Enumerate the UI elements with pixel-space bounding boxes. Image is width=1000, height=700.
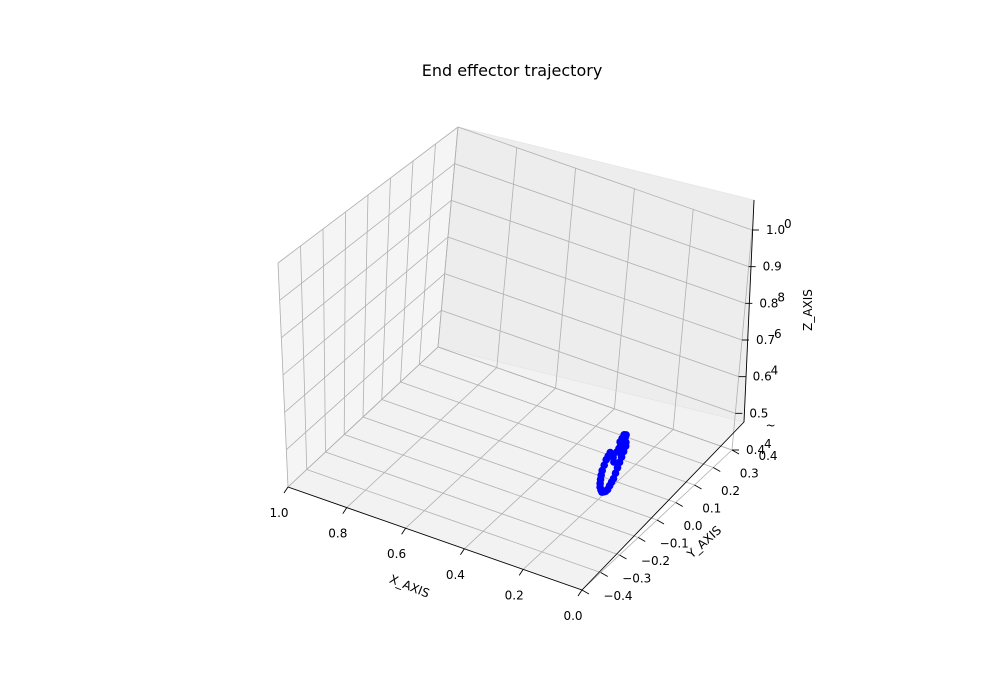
y-tick-mark xyxy=(638,537,646,542)
y-grid-floor xyxy=(344,434,639,538)
y-tick-mark xyxy=(581,589,590,595)
y-tick-label: −0.4 xyxy=(603,589,632,603)
y-tick-mark xyxy=(600,572,608,577)
x-tick-mark xyxy=(518,569,524,576)
y-tick-mark xyxy=(619,554,627,560)
axes xyxy=(283,199,759,597)
tick-labels: 1.00.80.60.40.20.0−0.4−0.3−0.2−0.10.00.1… xyxy=(269,217,791,623)
z-grid-left xyxy=(282,236,449,376)
y-tick-label: 0.3 xyxy=(740,467,759,481)
z-grid-left xyxy=(279,163,455,301)
z-tick-label-overlap: 6 xyxy=(774,327,782,341)
x-tick-mark xyxy=(460,548,465,556)
y-axis-line xyxy=(581,421,745,591)
y-grid-floor xyxy=(325,451,620,556)
z-grid-left xyxy=(277,126,459,264)
z-grid-left xyxy=(281,200,452,338)
y-grid-floor xyxy=(381,399,676,503)
y-tick-mark xyxy=(656,519,665,525)
grid-lines xyxy=(277,126,753,591)
y-tick-mark xyxy=(713,467,721,472)
z-tick-label: 1.0 xyxy=(766,223,785,237)
z-tick-label-overlap: 0 xyxy=(784,217,792,231)
z-tick-label: 0.5 xyxy=(749,406,768,420)
z-grid-back xyxy=(447,236,743,341)
z-axis-line xyxy=(743,199,755,423)
z-grid-left xyxy=(286,310,442,450)
x-tick-mark xyxy=(577,589,583,597)
z-grid-back xyxy=(444,273,739,378)
chart-title: End effector trajectory xyxy=(422,61,603,80)
x-tick-label: 0.2 xyxy=(505,588,524,602)
z-grid-back xyxy=(454,163,749,268)
x-axis-line xyxy=(287,486,583,591)
x-tick-label: 0.8 xyxy=(328,527,347,541)
z-axis-label: Z_AXIS xyxy=(801,289,815,331)
y-tick-label: 0.4 xyxy=(758,449,777,463)
y-tick-label: 0.1 xyxy=(702,502,721,516)
z-grid-back xyxy=(451,199,746,304)
x-tick-label: 0.6 xyxy=(387,547,406,561)
y-grid-floor xyxy=(306,469,601,573)
y-grid-floor xyxy=(400,381,695,486)
y-tick-label: 0.0 xyxy=(683,519,702,533)
z-tick-label: 0.6 xyxy=(753,370,772,384)
x-tick-label: 0.4 xyxy=(446,568,465,582)
x-axis-label: X_AXIS xyxy=(387,572,431,601)
y-tick-mark xyxy=(694,484,702,490)
trajectory-points xyxy=(596,431,630,496)
y-grid-floor xyxy=(362,416,658,521)
z-tick-label: 0.9 xyxy=(763,260,782,274)
z-tick-label-overlap: 8 xyxy=(777,290,785,304)
z-grid-left xyxy=(284,273,445,413)
z-tick-label: 0.4 xyxy=(746,443,765,457)
x-tick-mark xyxy=(342,507,348,514)
y-grid-floor xyxy=(419,364,714,468)
z-grid-left xyxy=(287,346,439,488)
y-tick-label: 0.2 xyxy=(721,484,740,498)
z-grid-back xyxy=(457,126,753,231)
x-tick-mark xyxy=(401,527,406,535)
z-tick-label: 0.7 xyxy=(756,333,775,347)
trajectory-point xyxy=(610,458,618,466)
z-grid-back xyxy=(437,346,733,451)
trajectory-point xyxy=(613,448,621,456)
z-tick-label-overlap: 4 xyxy=(771,364,779,378)
y-tick-mark xyxy=(731,449,740,455)
z-tick-label-overlap: 4 xyxy=(764,437,772,451)
x-tick-mark xyxy=(283,486,289,494)
x-tick-label: 0.0 xyxy=(563,609,582,623)
z-tick-label-overlap: ~ xyxy=(766,419,776,433)
y-tick-label: −0.3 xyxy=(622,572,651,586)
y-tick-mark xyxy=(675,502,683,507)
y-tick-label: −0.1 xyxy=(660,537,689,551)
y-tick-label: −0.2 xyxy=(641,554,670,568)
z-tick-label: 0.8 xyxy=(759,296,778,310)
z-grid-back xyxy=(441,309,736,414)
x-tick-label: 1.0 xyxy=(269,506,288,520)
